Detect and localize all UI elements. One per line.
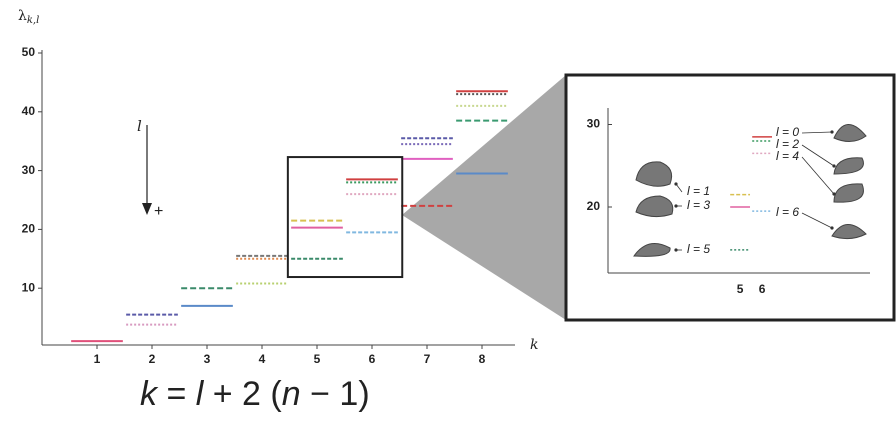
x-tick-label: 6 xyxy=(369,352,376,366)
x-tick-label: 5 xyxy=(314,352,321,366)
x-tick-label: 2 xyxy=(149,352,156,366)
l-annotation: l xyxy=(137,117,142,135)
inset-level-label: l = 4 xyxy=(776,149,799,163)
x-axis-label: k xyxy=(530,337,538,353)
x-tick-label: 1 xyxy=(94,352,101,366)
y-tick-label: 10 xyxy=(22,280,36,294)
formula-part: n xyxy=(282,375,301,413)
inset-y-tick-label: 30 xyxy=(587,117,601,131)
y-tick-label: 20 xyxy=(22,222,36,236)
y-label-symbol: λ xyxy=(18,8,27,24)
formula-part: = xyxy=(157,375,196,413)
l-arrowhead xyxy=(142,203,152,215)
formula-part: + 2 ( xyxy=(203,375,282,413)
x-tick-label: 4 xyxy=(259,352,266,366)
inset-y-tick-label: 20 xyxy=(587,199,601,213)
zoom-fan xyxy=(402,75,566,320)
y-tick-label: 30 xyxy=(22,163,36,177)
plus-annotation: + xyxy=(154,203,163,220)
inset-arrowhead xyxy=(674,204,677,207)
inset-level-label: l = 6 xyxy=(776,205,799,219)
inset-level-label: l = 1 xyxy=(687,184,710,198)
formula: k = l + 2 (n − 1) xyxy=(140,375,370,413)
y-axis-label: λk,l xyxy=(18,8,39,26)
inset-arrowhead xyxy=(830,130,833,133)
formula-part: − 1) xyxy=(301,375,370,413)
x-tick-label: 8 xyxy=(479,352,486,366)
y-tick-label: 40 xyxy=(22,104,36,118)
inset-level-label: l = 5 xyxy=(687,242,710,256)
inset-arrowhead xyxy=(832,164,835,167)
y-label-subscript: k,l xyxy=(27,15,39,26)
y-tick-label: 50 xyxy=(22,45,36,59)
inset-arrowhead xyxy=(830,226,833,229)
figure: λk,l k l + k = l + 2 (n − 1) 10 20 30 40 50 1… xyxy=(0,0,896,433)
inset-arrowhead xyxy=(674,182,677,185)
x-tick-label: 3 xyxy=(204,352,211,366)
x-tick-label: 7 xyxy=(424,352,431,366)
inset-x-tick-label: 5 xyxy=(737,282,744,296)
inset-level-label: l = 3 xyxy=(687,198,710,212)
inset-x-tick-label: 6 xyxy=(759,282,766,296)
inset-arrowhead xyxy=(674,248,677,251)
inset-arrowhead xyxy=(832,192,835,195)
